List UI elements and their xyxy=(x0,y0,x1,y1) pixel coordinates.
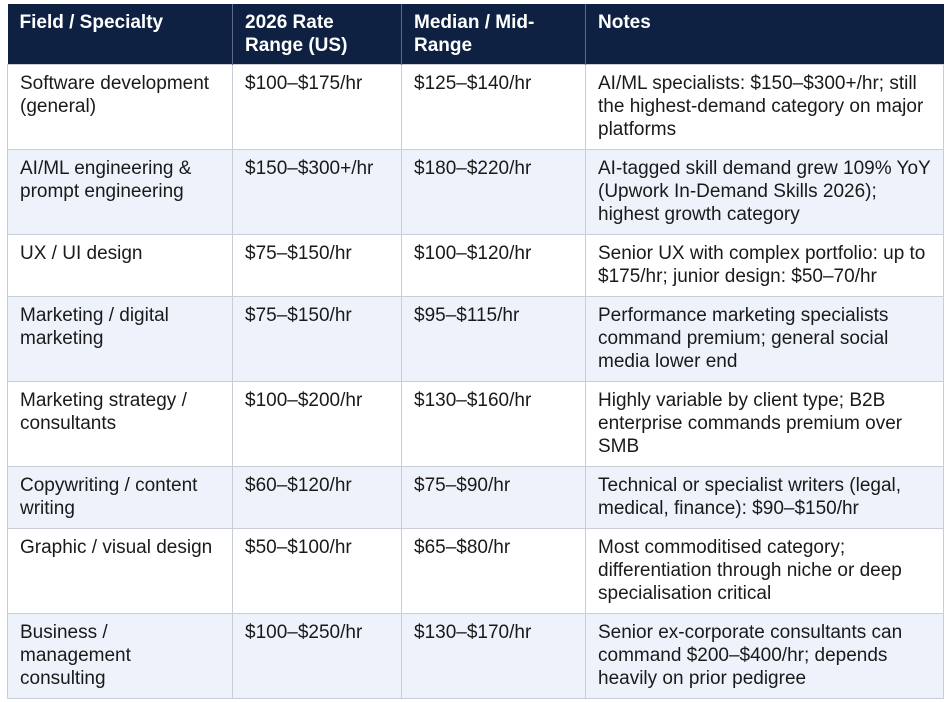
table-body: Software development (general) $100–$175… xyxy=(7,64,944,699)
cell-field: UX / UI design xyxy=(7,234,233,297)
cell-rate-range: $100–$250/hr xyxy=(232,613,402,699)
cell-median: $65–$80/hr xyxy=(401,528,586,614)
cell-rate-range: $100–$200/hr xyxy=(232,381,402,467)
table-row: UX / UI design $75–$150/hr $100–$120/hr … xyxy=(7,234,944,297)
cell-notes: Most commoditised category; differentiat… xyxy=(585,528,944,614)
cell-rate-range: $150–$300+/hr xyxy=(232,149,402,235)
cell-field: Graphic / visual design xyxy=(7,528,233,614)
cell-field: AI/ML engineering & prompt engineering xyxy=(7,149,233,235)
cell-rate-range: $100–$175/hr xyxy=(232,64,402,150)
table-row: Marketing strategy / consultants $100–$2… xyxy=(7,381,944,467)
cell-notes: Highly variable by client type; B2B ente… xyxy=(585,381,944,467)
table-row: Marketing / digital marketing $75–$150/h… xyxy=(7,296,944,382)
cell-median: $75–$90/hr xyxy=(401,466,586,529)
cell-notes: Technical or specialist writers (legal, … xyxy=(585,466,944,529)
cell-field: Marketing strategy / consultants xyxy=(7,381,233,467)
table-row: AI/ML engineering & prompt engineering $… xyxy=(7,149,944,235)
cell-notes: AI-tagged skill demand grew 109% YoY (Up… xyxy=(585,149,944,235)
table-header: Field / Specialty 2026 Rate Range (US) M… xyxy=(7,4,944,65)
cell-median: $130–$160/hr xyxy=(401,381,586,467)
cell-notes: Performance marketing specialists comman… xyxy=(585,296,944,382)
cell-rate-range: $75–$150/hr xyxy=(232,296,402,382)
table-row: Business / management consulting $100–$2… xyxy=(7,613,944,699)
table-row: Graphic / visual design $50–$100/hr $65–… xyxy=(7,528,944,614)
cell-field: Software development (general) xyxy=(7,64,233,150)
cell-notes: AI/ML specialists: $150–$300+/hr; still … xyxy=(585,64,944,150)
header-notes: Notes xyxy=(585,4,944,65)
cell-median: $130–$170/hr xyxy=(401,613,586,699)
cell-notes: Senior ex-corporate consultants can comm… xyxy=(585,613,944,699)
header-rate-range: 2026 Rate Range (US) xyxy=(232,4,402,65)
cell-field: Copywriting / content writing xyxy=(7,466,233,529)
cell-median: $180–$220/hr xyxy=(401,149,586,235)
cell-median: $100–$120/hr xyxy=(401,234,586,297)
cell-rate-range: $75–$150/hr xyxy=(232,234,402,297)
rates-table: Field / Specialty 2026 Rate Range (US) M… xyxy=(7,4,944,699)
header-median: Median / Mid-Range xyxy=(401,4,586,65)
cell-field: Business / management consulting xyxy=(7,613,233,699)
header-field: Field / Specialty xyxy=(7,4,233,65)
cell-rate-range: $50–$100/hr xyxy=(232,528,402,614)
cell-field: Marketing / digital marketing xyxy=(7,296,233,382)
table-row: Copywriting / content writing $60–$120/h… xyxy=(7,466,944,529)
cell-notes: Senior UX with complex portfolio: up to … xyxy=(585,234,944,297)
cell-rate-range: $60–$120/hr xyxy=(232,466,402,529)
cell-median: $95–$115/hr xyxy=(401,296,586,382)
table-row: Software development (general) $100–$175… xyxy=(7,64,944,150)
header-row: Field / Specialty 2026 Rate Range (US) M… xyxy=(7,4,944,65)
cell-median: $125–$140/hr xyxy=(401,64,586,150)
